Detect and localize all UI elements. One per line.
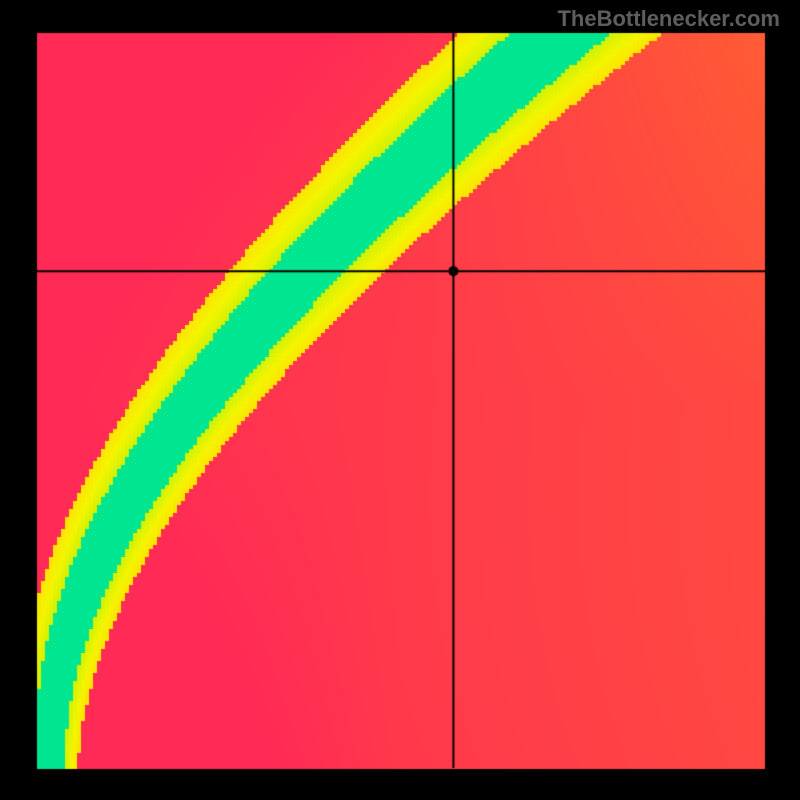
bottleneck-heatmap (0, 0, 800, 800)
watermark-text: TheBottlenecker.com (557, 6, 780, 32)
chart-container: TheBottlenecker.com (0, 0, 800, 800)
